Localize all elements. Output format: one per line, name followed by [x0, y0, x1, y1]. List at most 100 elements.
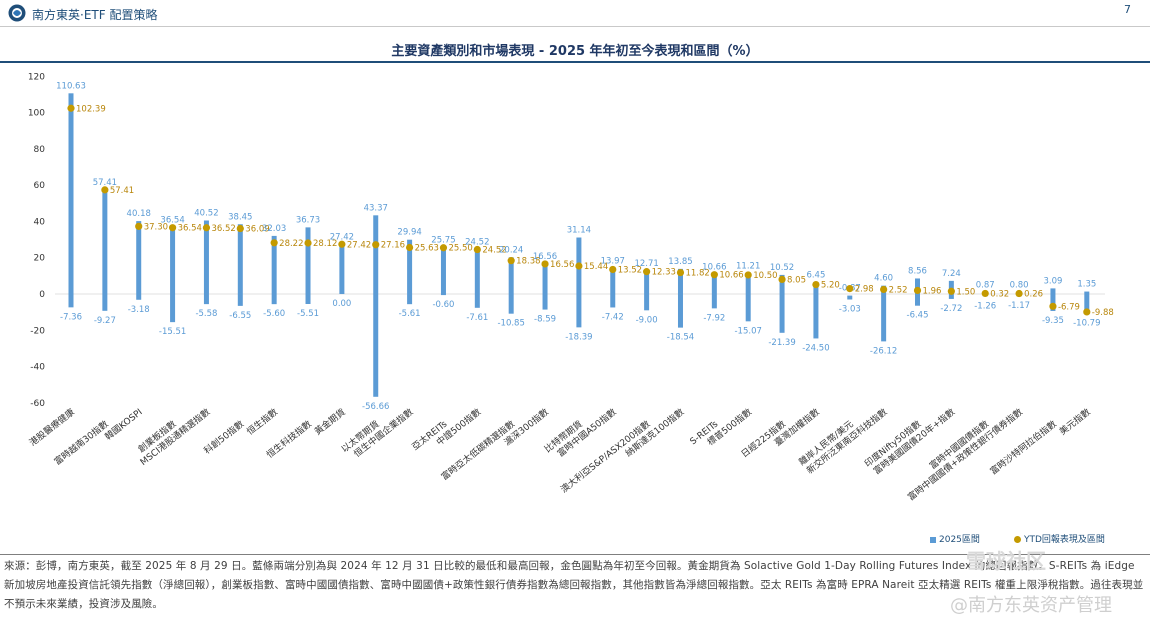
- ytd-data-label: 10.66: [719, 271, 743, 281]
- high-data-label: 4.60: [874, 274, 893, 284]
- low-data-label: -10.79: [1073, 319, 1100, 329]
- low-data-label: -15.51: [159, 327, 186, 337]
- ytd-point: [846, 284, 854, 293]
- ytd-data-label: 102.39: [76, 104, 106, 114]
- ytd-point: [676, 268, 685, 277]
- high-data-label: 29.94: [397, 228, 421, 238]
- legend-range-label: 2025區間: [939, 535, 980, 545]
- high-data-label: 0.87: [976, 280, 995, 290]
- low-data-label: -1.17: [1008, 301, 1030, 311]
- low-data-label: -9.27: [94, 316, 116, 326]
- ytd-data-label: 27.42: [347, 240, 371, 250]
- y-tick-label: 60: [34, 181, 46, 191]
- ytd-data-label: 28.12: [313, 239, 337, 249]
- ytd-point: [372, 241, 380, 249]
- ytd-point: [168, 224, 177, 232]
- low-data-label: -9.35: [1042, 316, 1064, 326]
- ytd-point: [1015, 289, 1023, 298]
- range-bar: [1084, 291, 1090, 314]
- low-data-label: -26.12: [870, 346, 897, 356]
- range-bar: [407, 239, 413, 305]
- y-tick-label: -60: [30, 399, 45, 409]
- ytd-data-label: 57.41: [110, 186, 134, 196]
- y-tick-label: 40: [34, 217, 46, 227]
- source-footnote: 來源：彭博，南方東英，截至 2025 年 8 月 29 日。藍條兩端分別為與 2…: [4, 560, 1144, 610]
- high-data-label: 6.45: [806, 270, 825, 280]
- range-bar: [813, 282, 819, 339]
- y-tick-label: 100: [28, 109, 45, 119]
- high-data-label: 13.85: [668, 257, 692, 267]
- range-bar: [170, 227, 176, 323]
- range-bar: [542, 263, 548, 310]
- ytd-point: [575, 262, 583, 270]
- y-tick-label: 20: [34, 254, 46, 264]
- ytd-data-label: 18.38: [516, 257, 540, 267]
- range-bar: [881, 285, 887, 342]
- ytd-data-label: 10.50: [753, 271, 777, 281]
- low-data-label: -6.45: [907, 311, 929, 321]
- legend-range-swatch: [930, 536, 936, 543]
- ytd-point: [270, 239, 278, 247]
- brand-title: 南方東英·ETF 配置策略: [32, 8, 158, 22]
- ytd-data-label: 28.22: [279, 239, 303, 249]
- ytd-data-label: 27.16: [381, 241, 405, 251]
- category-label: 恒生指數: [244, 406, 280, 438]
- range-bar: [610, 268, 616, 308]
- high-data-label: 57.41: [93, 178, 117, 188]
- high-data-label: 0.80: [1010, 281, 1029, 291]
- low-data-label: -7.36: [60, 312, 82, 322]
- range-bar: [373, 215, 379, 397]
- ytd-point: [507, 257, 515, 265]
- high-data-label: 36.73: [296, 215, 320, 225]
- ytd-data-label: 37.30: [144, 222, 168, 232]
- ytd-data-label: 36.09: [245, 225, 269, 235]
- ytd-point: [981, 289, 989, 298]
- range-bar: [102, 189, 108, 311]
- range-bar: [711, 274, 717, 309]
- category-label: 美元指數: [1057, 406, 1093, 438]
- low-data-label: -2.72: [940, 304, 962, 314]
- range-bar: [779, 274, 785, 333]
- ytd-data-label: 8.05: [787, 275, 806, 285]
- ytd-point: [338, 240, 346, 248]
- ytd-point: [710, 271, 718, 279]
- low-data-label: -5.51: [297, 309, 319, 319]
- high-data-label: 10.66: [702, 263, 726, 273]
- high-data-label: 36.54: [160, 216, 184, 226]
- y-tick-label: -20: [30, 326, 45, 336]
- high-data-label: 40.52: [194, 208, 218, 218]
- ytd-point: [67, 104, 75, 112]
- range-bar: [339, 244, 345, 294]
- ytd-data-label: 25.50: [448, 244, 472, 254]
- title-underline: [0, 61, 1150, 63]
- ytd-point: [135, 222, 143, 230]
- low-data-label: -3.18: [128, 305, 150, 315]
- ytd-point: [406, 243, 414, 252]
- legend-ytd: YTD回報表現及區間: [1014, 532, 1105, 545]
- ytd-data-label: -9.88: [1092, 308, 1114, 318]
- ytd-point: [1083, 308, 1091, 316]
- range-bar: [203, 220, 209, 305]
- low-data-label: -8.59: [534, 315, 556, 325]
- ytd-data-label: 0.32: [990, 289, 1009, 299]
- legend-range: 2025區間: [930, 532, 980, 545]
- range-bar: [1050, 288, 1056, 311]
- ytd-point: [643, 268, 651, 276]
- y-tick-label: 0: [39, 290, 45, 300]
- high-data-label: 27.42: [330, 232, 354, 242]
- ytd-point: [913, 286, 922, 295]
- low-data-label: -5.60: [263, 309, 285, 319]
- high-data-label: 25.75: [431, 235, 455, 245]
- range-bar: [237, 224, 243, 306]
- ytd-point: [236, 224, 244, 233]
- high-data-label: 10.52: [770, 263, 794, 273]
- chart-title: 主要資產類別和市場表現 - 2025 年年初至今表現和區間（%）: [391, 44, 759, 59]
- legend-ytd-label: YTD回報表現及區間: [1024, 535, 1105, 545]
- ytd-data-label: 16.56: [550, 260, 574, 270]
- low-data-label: -10.85: [497, 319, 524, 329]
- range-bar: [508, 257, 514, 314]
- ytd-data-label: 12.33: [652, 268, 676, 278]
- category-label: 韓國KOSPI: [103, 407, 145, 443]
- low-data-label: -18.54: [667, 333, 694, 343]
- ytd-data-label: 36.52: [211, 224, 235, 234]
